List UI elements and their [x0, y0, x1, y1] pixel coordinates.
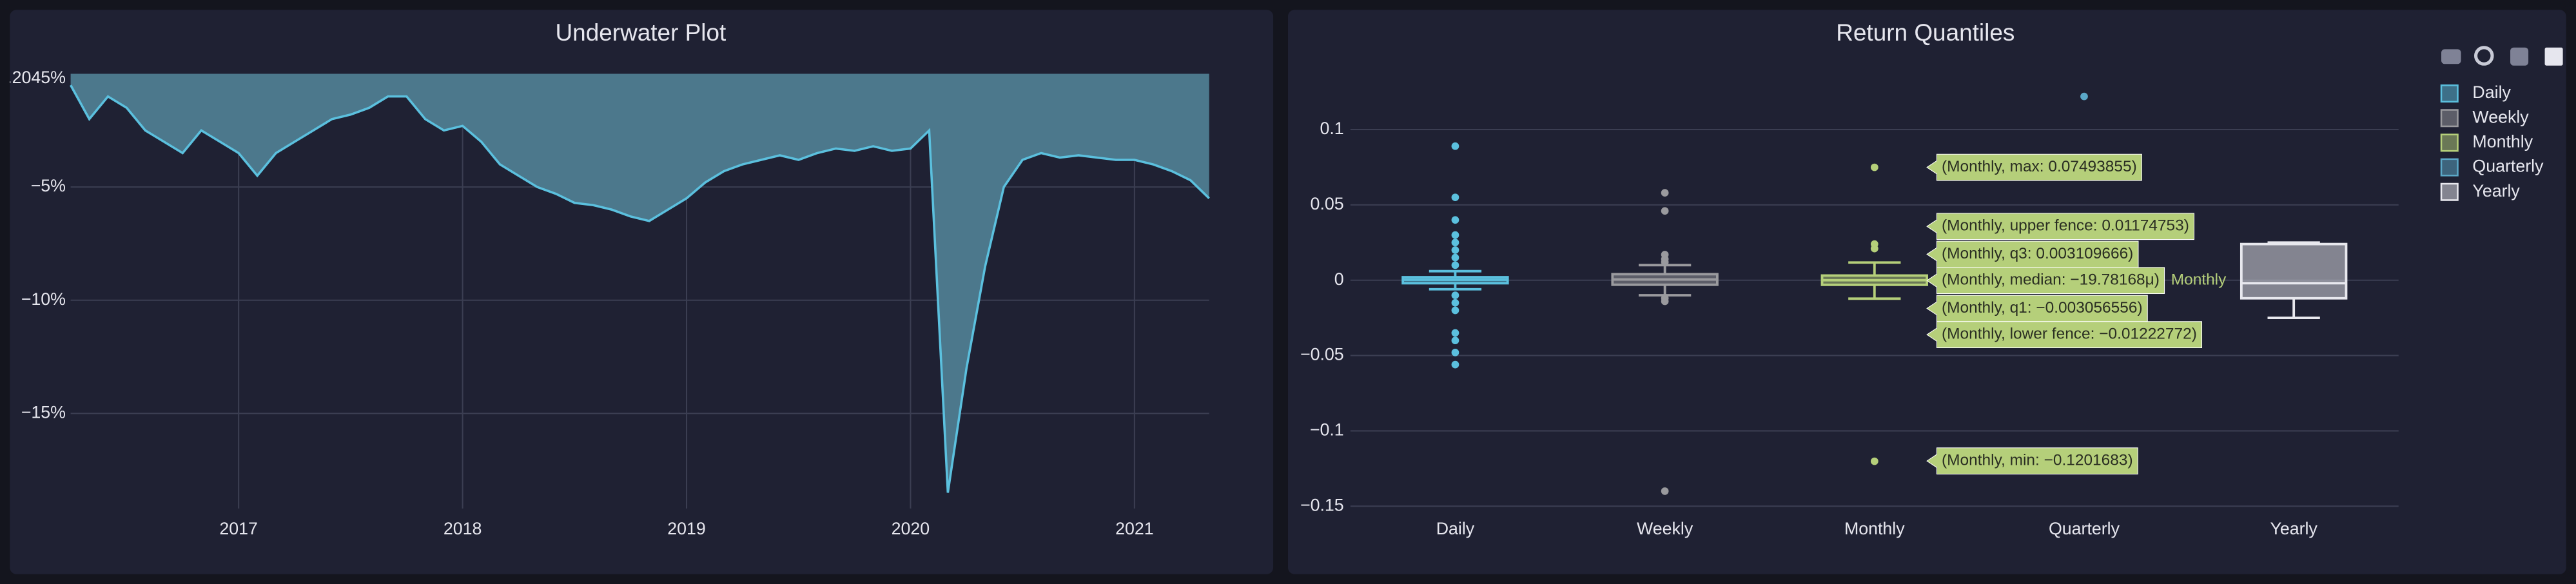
modebar[interactable] — [2441, 46, 2563, 66]
x-tick-label: 2020 — [892, 519, 930, 538]
outlier — [1870, 163, 1878, 171]
x-tick-label: Monthly — [1844, 519, 1905, 538]
hover-label: (Monthly, median: −19.78168μ) Monthly — [1926, 267, 2227, 295]
outlier — [1451, 306, 1459, 315]
legend-swatch — [2440, 84, 2459, 103]
outlier — [1451, 360, 1459, 369]
outlier — [1661, 207, 1669, 215]
y-tick-label: −0.1 — [1310, 420, 1344, 440]
legend-swatch — [2440, 182, 2459, 201]
hover-box — [1926, 447, 2138, 474]
outlier — [1451, 253, 1459, 262]
outlier — [1870, 244, 1878, 253]
legend-label[interactable]: Daily — [2472, 83, 2511, 102]
y-tick-label: −5% — [31, 176, 66, 195]
hover-text: (Monthly, median: −19.78168μ) — [1942, 271, 2160, 289]
x-tick-label: Weekly — [1637, 519, 1693, 538]
y-tick-label: −0.05 — [1300, 345, 1344, 364]
outlier — [1661, 487, 1669, 495]
outlier — [1451, 349, 1459, 356]
x-tick-label: 2019 — [667, 519, 706, 538]
hover-box — [1926, 295, 2148, 322]
outlier — [1451, 291, 1459, 299]
x-tick-label: 2021 — [1115, 519, 1154, 538]
hover-label: (Monthly, min: −0.1201683) — [1926, 447, 2138, 474]
y-tick-label: −15% — [21, 402, 66, 422]
outlier — [1870, 457, 1878, 465]
hover-label: (Monthly, q3: 0.003109666) — [1926, 240, 2139, 268]
legend-label[interactable]: Weekly — [2472, 107, 2529, 126]
quantiles-chart: Return Quantiles 0.1 0.05 0 −0.05 −0.1 −0.15 D… — [1300, 19, 2563, 538]
legend-swatch — [2440, 158, 2459, 177]
hover-box — [1926, 321, 2203, 349]
hover-text: (Monthly, max: 0.07493855) — [1942, 158, 2137, 175]
outlier — [1451, 329, 1459, 337]
camera-icon[interactable] — [2441, 49, 2461, 64]
outlier — [1451, 298, 1459, 307]
legend-swatch — [2440, 133, 2459, 152]
hover-box — [1926, 153, 2142, 181]
hover-text: (Monthly, upper fence: 0.01174753) — [1942, 217, 2189, 235]
hover-box — [1926, 267, 2165, 295]
y-tick-label: −10% — [21, 289, 66, 309]
logo-icon[interactable] — [2544, 47, 2563, 66]
legend-label[interactable]: Quarterly — [2472, 157, 2544, 176]
outlier — [1451, 193, 1459, 202]
outlier — [1451, 336, 1459, 345]
hover-text: (Monthly, q1: −0.003056556) — [1942, 299, 2143, 316]
y-tick-label: −0.15 — [1300, 495, 1344, 514]
hover-text: (Monthly, lower fence: −0.01222772) — [1942, 326, 2197, 343]
legend-label[interactable]: Monthly — [2472, 131, 2533, 151]
y-tick-label: 0.05 — [1311, 194, 1344, 213]
outlier — [1451, 238, 1459, 247]
box — [2239, 242, 2348, 300]
outlier — [1661, 297, 1669, 306]
outlier — [1451, 231, 1459, 239]
hover-box — [1926, 213, 2195, 240]
x-tick-label: Yearly — [2270, 519, 2317, 538]
legend-label[interactable]: Yearly — [2472, 181, 2520, 200]
outlier — [1451, 261, 1459, 269]
x-tick-label: 2018 — [444, 519, 482, 538]
chart-title: Return Quantiles — [1836, 19, 2015, 46]
underwater-chart: Underwater Plot −0.2045% −5% −10% −15% 2017 2… — [0, 19, 1210, 538]
hover-label: (Monthly, upper fence: 0.01174753) — [1926, 213, 2195, 240]
panel — [1288, 10, 2566, 574]
outlier — [2080, 92, 2088, 101]
hover-trace-name: Monthly — [2171, 271, 2227, 289]
plus-icon[interactable] — [2510, 47, 2529, 66]
hover-label: (Monthly, max: 0.07493855) — [1926, 153, 2142, 181]
x-tick-label: Daily — [1436, 519, 1475, 538]
hover-text: (Monthly, min: −0.1201683) — [1942, 452, 2133, 469]
x-tick-label: Quarterly — [2049, 519, 2120, 538]
x-tick-label: 2017 — [219, 519, 258, 538]
y-tick-label: 0.1 — [1320, 119, 1343, 138]
hover-label: (Monthly, q1: −0.003056556) — [1926, 295, 2148, 322]
hover-box — [1926, 240, 2139, 268]
outlier — [1451, 142, 1459, 150]
outlier — [1451, 216, 1459, 224]
chart-title: Underwater Plot — [555, 19, 726, 46]
hover-label: (Monthly, lower fence: −0.01222772) — [1926, 321, 2203, 349]
drawdown-line — [70, 84, 1210, 493]
outlier — [1661, 258, 1669, 266]
outlier — [1451, 246, 1459, 254]
zoom-icon[interactable] — [2474, 46, 2494, 66]
y-tick-label: −0.2045% — [0, 68, 66, 87]
hover-text: (Monthly, q3: 0.003109666) — [1942, 245, 2133, 262]
legend-swatch — [2440, 109, 2459, 128]
outlier — [1661, 189, 1669, 197]
y-tick-label: 0 — [1334, 269, 1344, 289]
